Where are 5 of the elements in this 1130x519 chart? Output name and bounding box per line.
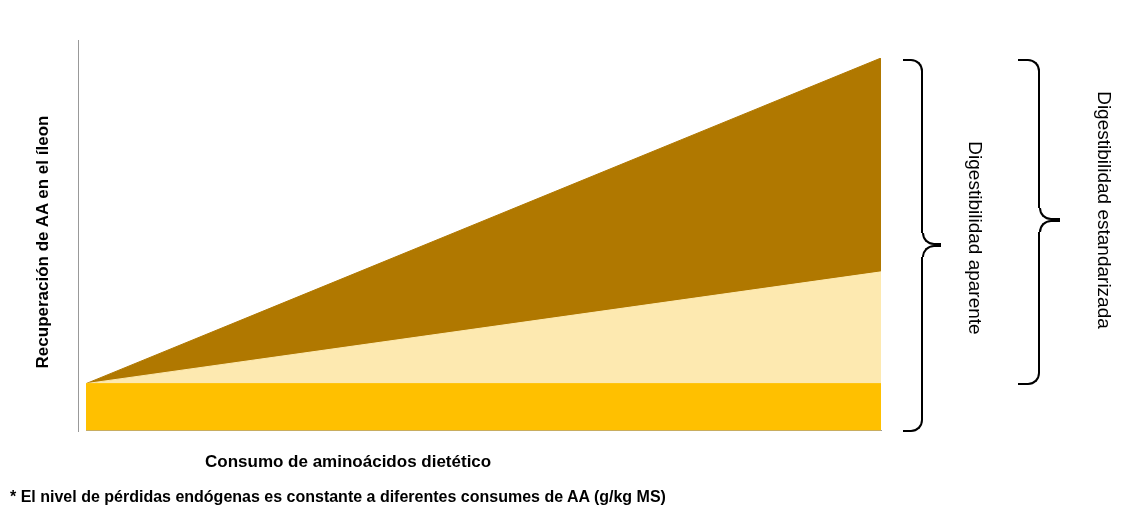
annotation: Digestibilidad aparente [964, 141, 986, 335]
x-axis-title: Consumo de aminoácidos dietético [205, 452, 492, 472]
annotation: Digestibilidad estandarizada [1093, 91, 1115, 329]
text: * El nivel de pérdidas endógenas es constante a diferentes consumes de AA (g/kg MS) [10, 488, 666, 506]
y-axis-title: Recuperación de AA en el íleon [33, 115, 53, 369]
